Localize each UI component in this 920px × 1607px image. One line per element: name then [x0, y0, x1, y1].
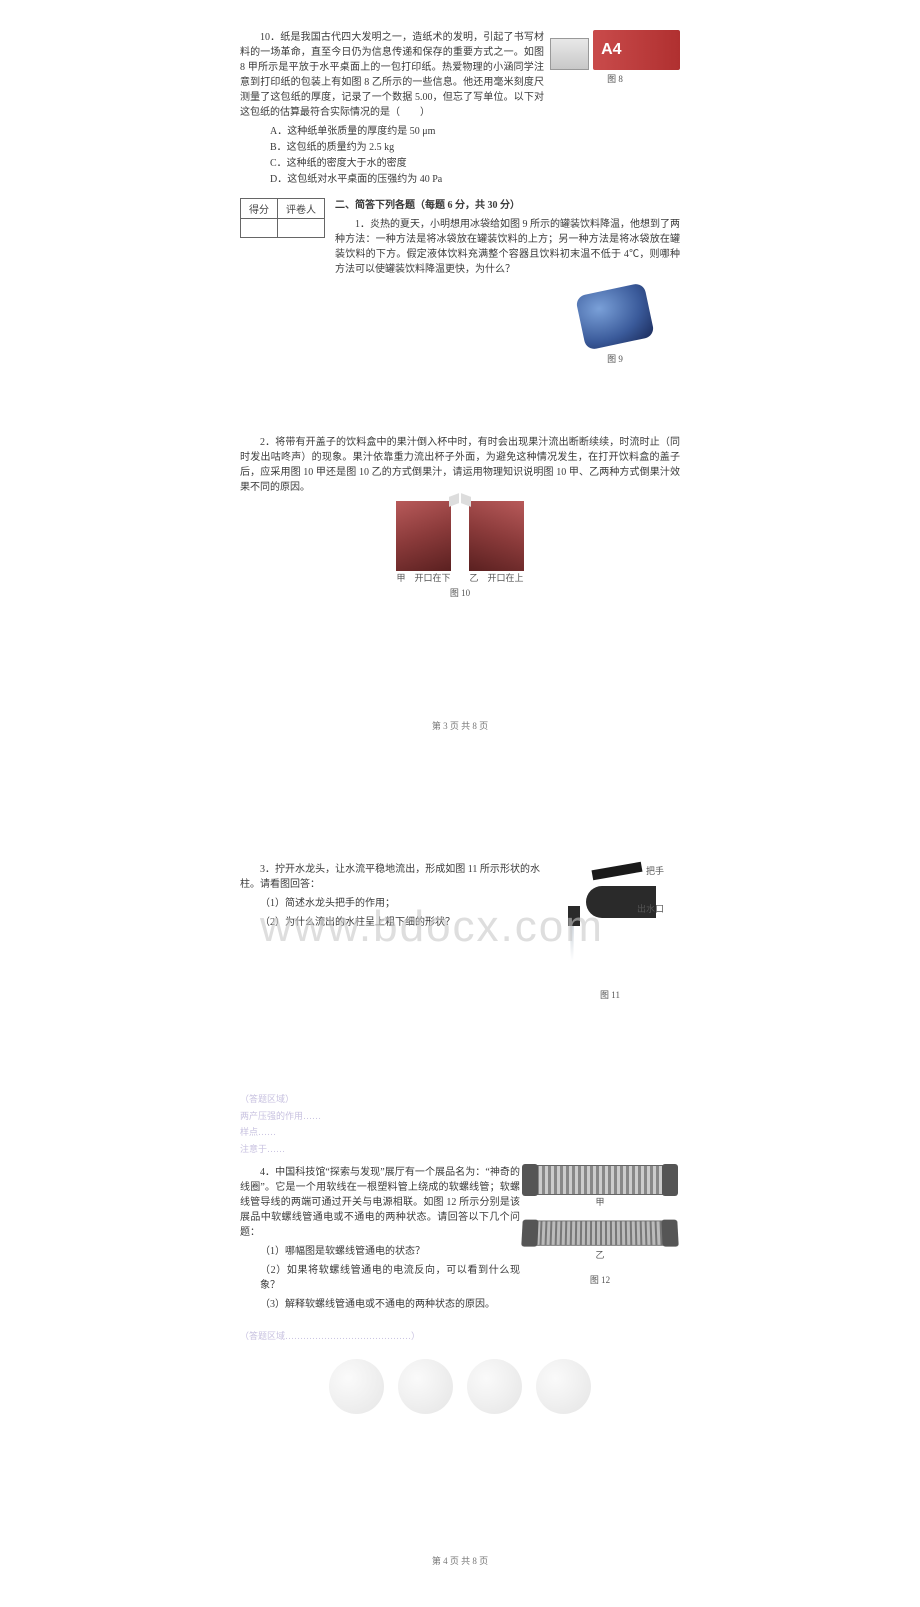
q2-figures: 甲 开口在下 乙 开口在上 [240, 501, 680, 584]
q3-block: 3．拧开水龙头，让水流平稳地流出，形成如图 11 所示形状的水柱。请看图回答： … [240, 862, 680, 1001]
fig10-yi [469, 501, 524, 571]
q1-stem: 1．炎热的夏天，小明想用冰袋给如图 9 所示的罐装饮料降温，他想到了两种方法：一… [335, 217, 680, 277]
q10-options: A．这种纸单张质量的厚度约是 50 μm B．这包纸的质量约为 2.5 kg C… [240, 124, 544, 188]
q4-block: 4．中国科技馆“探索与发现”展厅有一个展品名为：“神奇的线圈”。它是一个用软线在… [240, 1165, 680, 1316]
score-cell-empty1 [241, 219, 278, 238]
score-cell-marker: 评卷人 [278, 199, 325, 219]
q3-figure-wrap: 把手 出水口 图 11 [540, 862, 680, 1001]
fig11-label: 图 11 [540, 988, 680, 1001]
page3-footer: 第 3 页 共 8 页 [240, 719, 680, 732]
page-4: 3．拧开水龙头，让水流平稳地流出，形成如图 11 所示形状的水柱。请看图回答： … [220, 832, 700, 1607]
fig11-spout-label: 出水口 [637, 902, 664, 915]
score-table: 得分 评卷人 [240, 198, 325, 238]
q10-figure-group: A4 图 8 [550, 30, 680, 85]
fig8-yi-a4: A4 [593, 30, 680, 70]
q10-opt-d: D．这包纸对水平桌面的压强约为 40 Pa [270, 172, 544, 188]
faint-line-2: 两产压强的作用…… [240, 1108, 680, 1125]
q1-figure-wrap: 图 9 [240, 289, 650, 365]
q4-sub1: （1）哪幅图是软螺线管通电的状态？ [240, 1244, 520, 1259]
score-cell-empty2 [278, 219, 325, 238]
fig8-label: 图 8 [550, 72, 680, 85]
fig12-yi [528, 1221, 671, 1246]
section2-title: 二、简答下列各题（每题 6 分，共 30 分） [335, 198, 680, 213]
ghost-bleed-row [240, 1359, 680, 1414]
fig12-jia-label: 甲 [595, 1195, 604, 1208]
section2-row: 得分 评卷人 二、简答下列各题（每题 6 分，共 30 分） 1．炎热的夏天，小… [240, 198, 680, 281]
faint-line-5: （答题区域……………………………………） [240, 1328, 680, 1345]
q3-sub2: （2）为什么流出的水柱呈上粗下细的形状？ [240, 915, 540, 930]
q10-opt-c: C．这种纸的密度大于水的密度 [270, 156, 544, 172]
q4-stem: 4．中国科技馆“探索与发现”展厅有一个展品名为：“神奇的线圈”。它是一个用软线在… [240, 1165, 520, 1240]
fig10-yi-label: 乙 开口在上 [469, 571, 523, 584]
fig9-can [575, 282, 655, 350]
fig10-jia-label: 甲 开口在下 [396, 571, 450, 584]
faint-line-4: 注意于…… [240, 1141, 680, 1158]
q2-stem: 2．将带有开盖子的饮料盒中的果汁倒入杯中时，有时会出现果汁流出断断续续，时流时止… [240, 435, 680, 495]
q4-sub3: （3）解释软螺线管通电或不通电的两种状态的原因。 [240, 1297, 520, 1312]
q3-stem: 3．拧开水龙头，让水流平稳地流出，形成如图 11 所示形状的水柱。请看图回答： [240, 862, 540, 892]
fig8-jia [550, 38, 589, 70]
fig12-yi-label: 乙 [595, 1248, 604, 1261]
q10-block: 10．纸是我国古代四大发明之一，造纸术的发明，引起了书写材料的一场革命，直至今日… [240, 30, 680, 188]
fig9-label: 图 9 [607, 352, 623, 365]
q3-sub1: （1）简述水龙头把手的作用； [240, 896, 540, 911]
faint-line-1: （答题区域） [240, 1091, 680, 1108]
a4-label: A4 [601, 41, 621, 59]
fig10-label: 图 10 [240, 586, 680, 599]
q4-sub2: （2）如果将软螺线管通电的电流反向，可以看到什么现象？ [240, 1263, 520, 1293]
fig10-jia [396, 501, 451, 571]
ghost-3 [467, 1359, 522, 1414]
q10-opt-b: B．这包纸的质量约为 2.5 kg [270, 140, 544, 156]
q4-figure-wrap: 甲 乙 图 12 [520, 1165, 680, 1286]
ghost-2 [398, 1359, 453, 1414]
ghost-1 [329, 1359, 384, 1414]
faint-line-3: 样点…… [240, 1124, 680, 1141]
fig11-tap: 把手 出水口 [540, 862, 660, 942]
q10-opt-a: A．这种纸单张质量的厚度约是 50 μm [270, 124, 544, 140]
fig12-label: 图 12 [590, 1273, 610, 1286]
score-table-wrap: 得分 评卷人 [240, 198, 325, 238]
page-3: 10．纸是我国古代四大发明之一，造纸术的发明，引起了书写材料的一场革命，直至今日… [220, 0, 700, 772]
score-cell-label: 得分 [241, 199, 278, 219]
ghost-4 [536, 1359, 591, 1414]
fig11-handle-label: 把手 [646, 864, 664, 877]
q10-stem: 10．纸是我国古代四大发明之一，造纸术的发明，引起了书写材料的一场革命，直至今日… [240, 30, 544, 120]
fig12-jia [529, 1165, 671, 1195]
page4-footer: 第 4 页 共 8 页 [240, 1554, 680, 1567]
